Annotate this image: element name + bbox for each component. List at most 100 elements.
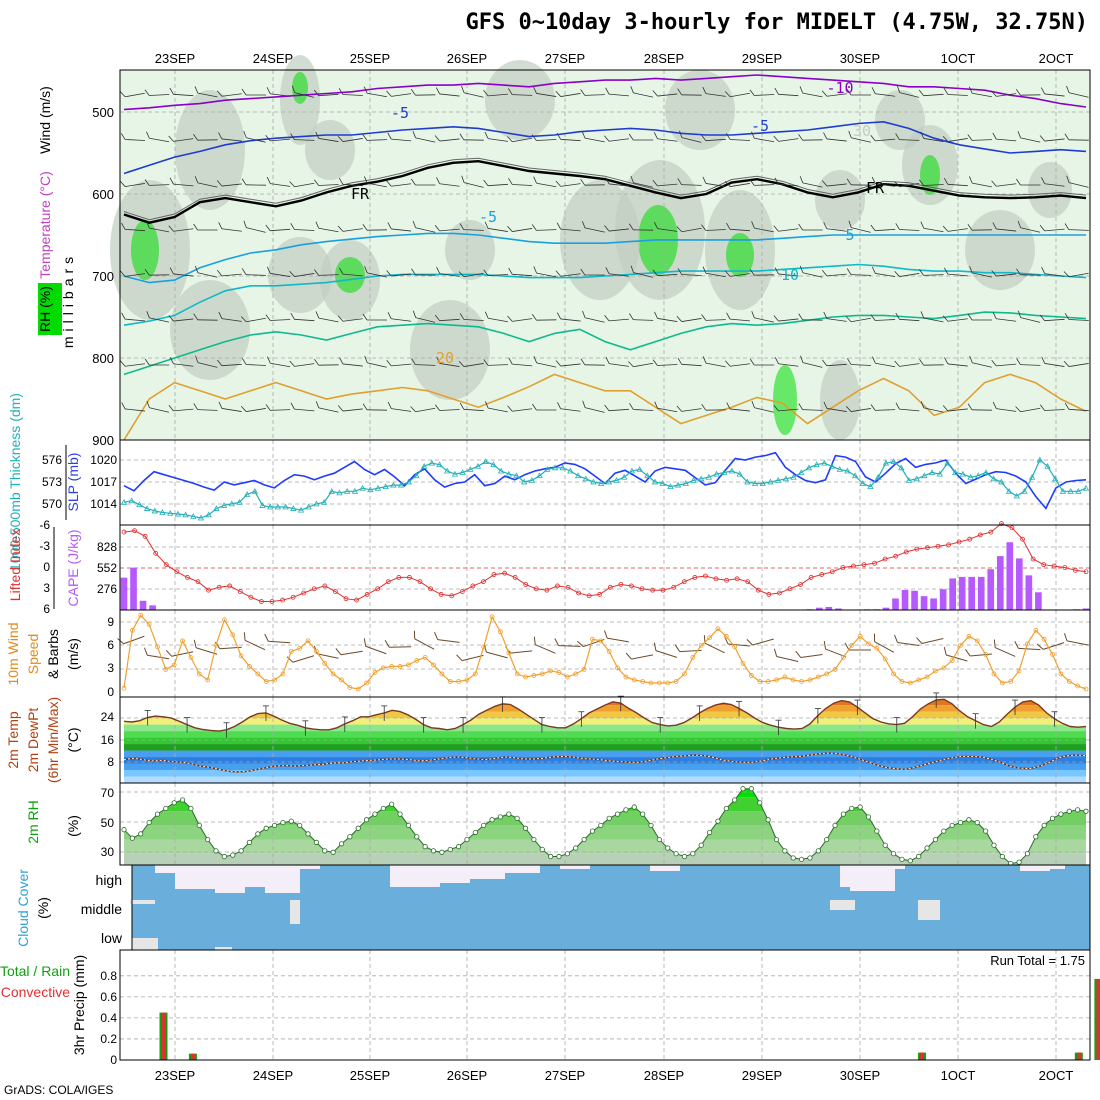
- lifted-index-marker: [544, 587, 550, 593]
- wind-barb-flag: [411, 178, 416, 186]
- precip-tick-label: 0.6: [100, 990, 117, 1004]
- wind-barb-flag: [241, 88, 247, 96]
- wind-speed-marker: [489, 614, 495, 620]
- wind-barb: [193, 313, 218, 321]
- rh-marker: [849, 805, 855, 812]
- wind-barb: [461, 175, 484, 188]
- wind-barb-flag: [241, 178, 247, 186]
- wind-barb-shaft: [681, 318, 702, 322]
- thickness-marker: [267, 503, 274, 510]
- rh-marker: [263, 825, 269, 831]
- wind-speed-marker: [138, 612, 144, 618]
- wind-barb: [1017, 131, 1041, 143]
- rh-marker: [832, 822, 838, 829]
- wind-barb-flag: [580, 358, 586, 366]
- lifted-index-marker: [724, 577, 729, 583]
- wind-barb-shaft: [560, 228, 581, 232]
- rh-marker: [1033, 834, 1039, 840]
- upper-ylabel-rh: RH (%): [37, 286, 53, 332]
- thickness-marker: [651, 478, 659, 485]
- wind-barb-flag: [555, 360, 561, 367]
- thickness-marker: [428, 459, 436, 466]
- wind-barb: [894, 270, 920, 277]
- wind-ylabel-line1: 10m Wind: [5, 622, 21, 685]
- wind-barb: [434, 224, 460, 232]
- wind-barb-shaft: [270, 319, 291, 321]
- wind-panel-frame: [119, 609, 1091, 698]
- wind-barb-flag: [169, 177, 174, 185]
- lifted-index-marker: [1051, 563, 1057, 569]
- wind-barb-shaft: [246, 227, 266, 233]
- wind-barb: [1040, 87, 1065, 97]
- wind-barb-flag: [314, 359, 319, 366]
- wind-barb-flag: [290, 402, 295, 410]
- wind-barb-shaft: [173, 228, 194, 232]
- thickness-marker: [975, 472, 982, 479]
- rh-marker: [447, 846, 453, 853]
- bottom-date-label: 28SEP: [644, 1068, 684, 1083]
- wind-barb-shaft: [826, 408, 847, 412]
- wind-barb-flag: [337, 135, 344, 142]
- precip-panel-frame: [119, 949, 1091, 1061]
- surface-wind-barb: [1014, 640, 1041, 651]
- wind-barb-shaft: [584, 317, 605, 323]
- wind-barb-shaft: [1020, 317, 1041, 323]
- wind-barb: [677, 178, 702, 186]
- wind-barb-shaft: [923, 407, 944, 413]
- rh-marker: [773, 836, 780, 843]
- surface-wind-barb-flag: [873, 633, 876, 642]
- wind-barb-shaft: [923, 227, 944, 233]
- wind-barb-flag: [218, 311, 223, 319]
- wind-barb: [289, 360, 315, 367]
- lifted-index-marker: [301, 590, 307, 596]
- rh-marker: [531, 836, 537, 843]
- wind-barb-shaft: [342, 318, 363, 322]
- wind-barb: [822, 269, 847, 277]
- surface-wind-barb-shaft: [147, 654, 170, 660]
- surface-wind-barb-flag: [653, 642, 657, 651]
- wind-barb-shaft: [996, 228, 1017, 232]
- thickness-marker: [805, 464, 813, 471]
- wind-speed-marker: [891, 671, 896, 677]
- wind-barb: [459, 313, 484, 321]
- wind-barb-flag: [800, 355, 804, 363]
- wind-barb-flag: [218, 222, 223, 229]
- surface-wind-barb-shaft: [752, 638, 774, 646]
- lifted-index-marker: [914, 546, 920, 552]
- wind-speed-marker: [456, 679, 462, 684]
- wind-barb: [364, 266, 387, 278]
- cloud-high-block: [390, 865, 440, 887]
- thickness-marker: [528, 477, 536, 483]
- wind-barb-shaft: [609, 273, 629, 277]
- wind-barb: [265, 134, 291, 142]
- wind-barb-shaft: [318, 184, 339, 186]
- wind-barb: [870, 224, 896, 232]
- surface-wind-barb-shaft: [704, 642, 725, 654]
- slp-tick-label: 1020: [90, 453, 117, 467]
- wind-barb: [483, 179, 509, 187]
- rh-shading: [445, 220, 495, 280]
- wind-barb-shaft: [512, 228, 533, 232]
- wind-barb: [969, 176, 992, 188]
- lifted-index-marker: [629, 583, 634, 589]
- wind-barb-shaft: [681, 184, 702, 186]
- surface-wind-barb: [434, 632, 460, 643]
- wind-barb-shaft: [464, 182, 484, 188]
- wind-barb-flag: [605, 356, 610, 364]
- wind-speed-marker: [171, 662, 177, 668]
- cloud-high-block: [175, 865, 215, 889]
- thickness-marker: [667, 483, 674, 490]
- wind-barb-shaft: [149, 407, 170, 413]
- wind-barb-flag: [362, 224, 368, 231]
- wind-barb-shaft: [778, 408, 799, 412]
- wind-speed-marker: [1058, 671, 1064, 677]
- wind-barb: [412, 220, 436, 233]
- wind-barb: [240, 405, 266, 412]
- upper-ylabel-millibars: millibars: [60, 252, 76, 348]
- wind-barb-flag: [581, 131, 586, 139]
- wind-barb-flag: [531, 314, 537, 321]
- dewpt-line-dash: [123, 752, 1087, 773]
- wind-barb: [870, 404, 896, 411]
- surface-wind-barb-flag: [165, 649, 173, 657]
- wind-barb: [652, 90, 678, 97]
